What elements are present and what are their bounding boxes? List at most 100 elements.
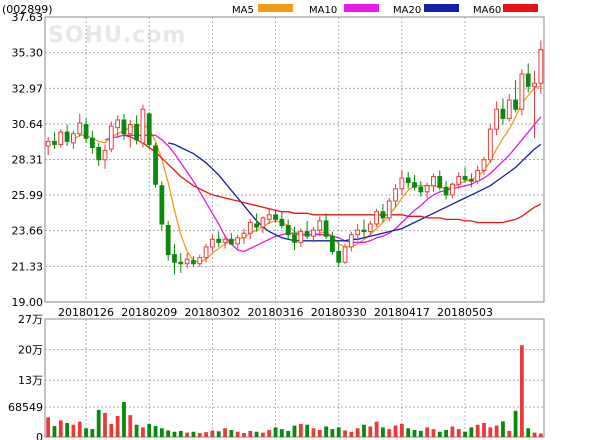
volume-bars xyxy=(46,345,543,437)
candle xyxy=(519,69,525,116)
candle-body xyxy=(393,188,398,202)
candle xyxy=(525,63,531,93)
volume-bar xyxy=(58,420,63,437)
candle-body xyxy=(481,159,487,171)
volume-bar xyxy=(242,433,246,437)
volume-y-ticks: 27万 20万 13万 68549 0 xyxy=(8,313,43,440)
candle-body xyxy=(273,214,278,220)
candle xyxy=(456,171,462,189)
candle-body xyxy=(456,176,462,185)
candle-body xyxy=(247,221,253,234)
volume-panel-frame xyxy=(44,318,545,438)
candle-body xyxy=(64,131,70,142)
candle xyxy=(58,129,64,148)
volume-bar xyxy=(463,431,467,437)
volume-bar xyxy=(507,430,512,437)
volume-bar xyxy=(311,428,316,437)
volume-bar xyxy=(437,431,442,437)
candle-body xyxy=(386,200,392,219)
candle xyxy=(323,213,329,240)
candle xyxy=(393,184,398,208)
volume-bar xyxy=(141,427,145,437)
candle-body xyxy=(159,185,165,225)
candle-body xyxy=(355,229,361,236)
candle xyxy=(108,121,114,153)
candle-body xyxy=(342,246,348,263)
price-y-tick-label: 19.00 xyxy=(12,296,44,309)
candle xyxy=(228,233,234,246)
candle xyxy=(298,228,304,247)
ma-line-ma10 xyxy=(104,116,542,253)
volume-y-tick-label: 68549 xyxy=(8,401,43,414)
candle-body xyxy=(140,108,146,144)
volume-bar xyxy=(317,430,322,437)
volume-bar xyxy=(482,423,486,437)
candle-body xyxy=(241,232,247,239)
candle-body xyxy=(311,229,316,237)
volume-bar xyxy=(261,432,265,437)
candle-body xyxy=(121,119,127,135)
volume-bar xyxy=(286,430,291,437)
volume-bar xyxy=(324,426,328,437)
candle-body xyxy=(165,225,171,256)
volume-bar xyxy=(355,428,360,437)
price-x-tick-label: 20180330 xyxy=(311,306,367,319)
candle xyxy=(285,219,291,240)
candle xyxy=(367,220,373,237)
candle-body xyxy=(380,211,386,219)
candle-body xyxy=(374,211,380,225)
volume-bar xyxy=(412,430,417,437)
legend-item-ma60: MA60 xyxy=(473,4,538,16)
candle-body xyxy=(209,238,215,248)
candle xyxy=(165,220,171,261)
candle-body xyxy=(127,124,133,135)
candle xyxy=(405,171,411,189)
volume-y-tick-label: 13万 xyxy=(18,374,43,387)
candle xyxy=(260,216,266,234)
volume-bar xyxy=(65,423,70,437)
volume-bar xyxy=(166,430,171,437)
candle-body xyxy=(424,185,430,193)
volume-bar xyxy=(153,426,158,437)
candle xyxy=(355,223,361,241)
volume-bar xyxy=(128,415,133,437)
candle xyxy=(241,228,247,244)
candle-body xyxy=(285,225,291,236)
volume-grid xyxy=(45,349,544,408)
volume-bar xyxy=(267,430,272,437)
candle-body xyxy=(298,231,304,243)
candle xyxy=(500,98,506,125)
legend-swatch-ma10 xyxy=(344,4,379,12)
candle xyxy=(475,165,481,185)
price-x-tick-label: 20180316 xyxy=(248,306,304,319)
candle-body xyxy=(45,140,51,147)
volume-bar xyxy=(368,426,373,437)
volume-bar xyxy=(362,424,366,437)
candle-body xyxy=(108,125,114,150)
candle-body xyxy=(519,73,525,110)
candle-body xyxy=(191,260,196,265)
candle xyxy=(247,219,253,240)
candle xyxy=(140,104,146,148)
candle xyxy=(121,113,127,140)
volume-bar xyxy=(254,431,259,437)
candle xyxy=(96,142,102,166)
candle-body xyxy=(500,108,506,119)
volume-bar xyxy=(444,430,448,437)
volume-bar xyxy=(532,432,537,437)
candle xyxy=(412,175,417,191)
candle xyxy=(292,227,297,250)
candle xyxy=(52,132,57,150)
candle-body xyxy=(266,214,272,220)
volume-bar xyxy=(292,425,297,437)
candle-body xyxy=(235,237,241,245)
candle xyxy=(481,156,487,176)
candle-body xyxy=(532,82,537,87)
candle-body xyxy=(431,176,436,187)
candle xyxy=(197,254,203,267)
volume-bar xyxy=(305,424,310,437)
ma-line-ma20 xyxy=(168,142,542,242)
volume-bar xyxy=(204,432,208,437)
volume-bar xyxy=(147,423,152,437)
